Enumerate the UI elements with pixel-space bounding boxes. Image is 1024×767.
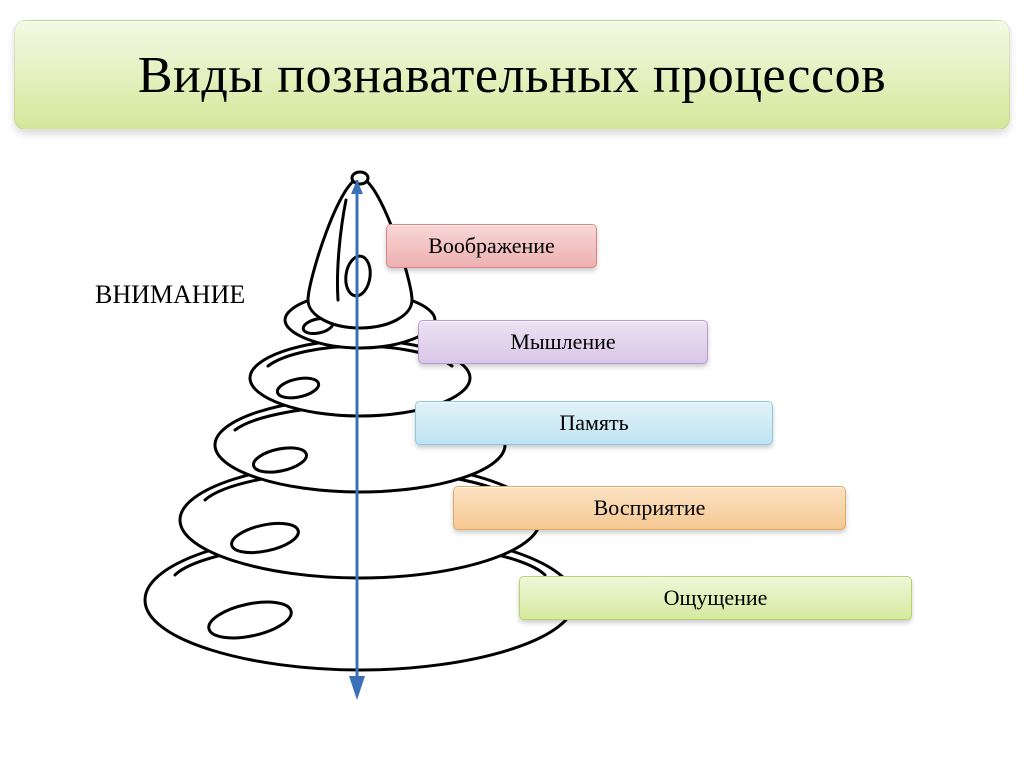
level-label: Восприятие: [594, 495, 706, 521]
level-box-1: Мышление: [418, 320, 708, 364]
level-label: Воображение: [428, 233, 555, 259]
side-label: ВНИМАНИЕ: [95, 280, 245, 310]
level-box-3: Восприятие: [453, 486, 846, 530]
level-box-2: Память: [415, 401, 773, 445]
title-banner: Виды познавательных процессов: [14, 20, 1010, 130]
level-label: Мышление: [510, 329, 615, 355]
level-label: Память: [559, 410, 628, 436]
level-label: Ощущение: [664, 585, 768, 611]
level-box-0: Воображение: [386, 224, 597, 268]
level-box-4: Ощущение: [519, 576, 912, 620]
vertical-arrow: [345, 174, 369, 704]
title-text: Виды познавательных процессов: [138, 46, 886, 105]
